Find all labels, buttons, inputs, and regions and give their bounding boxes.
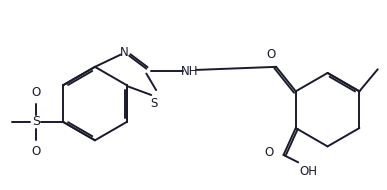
Text: OH: OH — [300, 165, 317, 178]
Text: S: S — [150, 97, 158, 110]
Text: S: S — [32, 116, 40, 128]
Text: O: O — [32, 145, 41, 158]
Text: O: O — [264, 146, 274, 159]
Text: N: N — [120, 46, 129, 59]
Text: NH: NH — [180, 65, 198, 78]
Text: O: O — [267, 48, 276, 61]
Text: O: O — [32, 86, 41, 99]
